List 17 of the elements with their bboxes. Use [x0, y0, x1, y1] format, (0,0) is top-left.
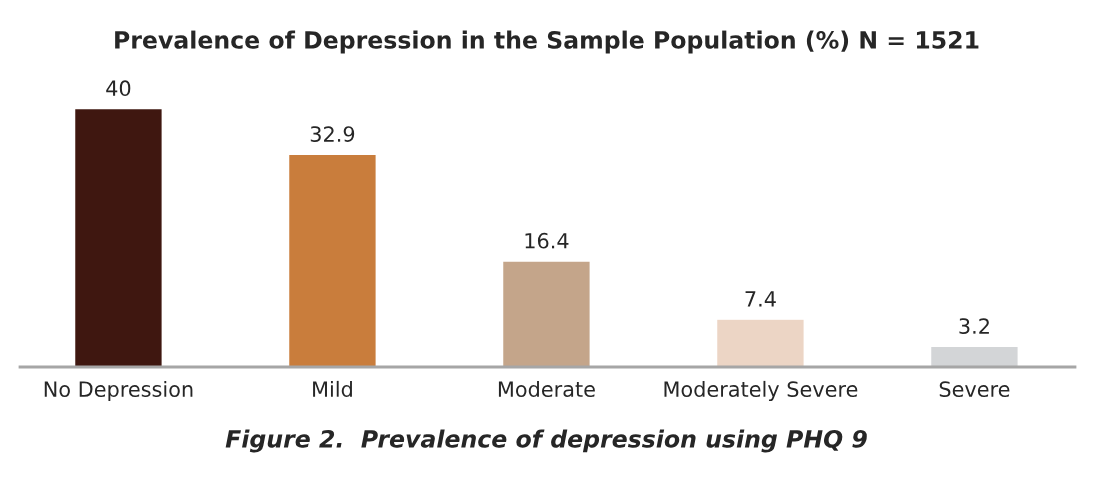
data-label: 40: [106, 80, 131, 97]
chart-title: Prevalence of Depression in the Sample Population (%) N = 1521: [115, 30, 979, 54]
bar: [287, 153, 377, 367]
data-label: 32.9: [310, 126, 355, 142]
data-label: 16.4: [525, 232, 569, 249]
x-tick-label: Moderately Severe: [664, 380, 858, 402]
x-tick-label: Severe: [939, 381, 1010, 398]
bar: [715, 318, 805, 367]
x-tick-label: No Depression: [44, 380, 193, 402]
data-label: 3.2: [959, 318, 989, 334]
data-label: 7.4: [745, 291, 776, 307]
x-tick-label: Mild: [313, 380, 352, 398]
bar: [73, 107, 164, 367]
x-tick-label: Moderate: [498, 380, 595, 398]
bar: [501, 260, 591, 367]
caption: Figure 2. Prevalence of depression using PHQ 9: [225, 429, 867, 453]
bar: [929, 345, 1019, 367]
